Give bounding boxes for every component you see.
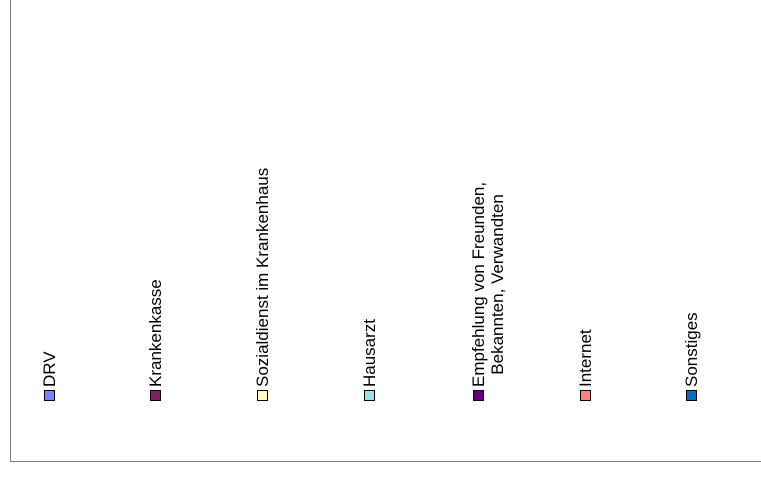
legend-label: Hausarzt [360,318,379,387]
legend-label: DRV [40,351,59,387]
legend-label-line: Empfehlung von Freunden, [469,181,488,387]
legend-swatch [150,390,161,401]
legend-swatch [364,390,375,401]
legend-swatch [473,390,484,401]
legend-swatch [257,390,268,401]
legend-swatch [580,390,591,401]
legend-label: Sozialdienst im Krankenhaus [253,167,272,387]
legend-swatch [44,390,55,401]
legend-swatch [686,390,697,401]
legend-label: Krankenkasse [146,279,165,387]
legend-label: Sonstiges [682,312,701,387]
legend-label: Empfehlung von Freunden, Bekannten, Verwa… [469,182,507,387]
legend-label-line: Bekannten, Verwandten [488,194,507,375]
legend-label: Internet [576,329,595,387]
